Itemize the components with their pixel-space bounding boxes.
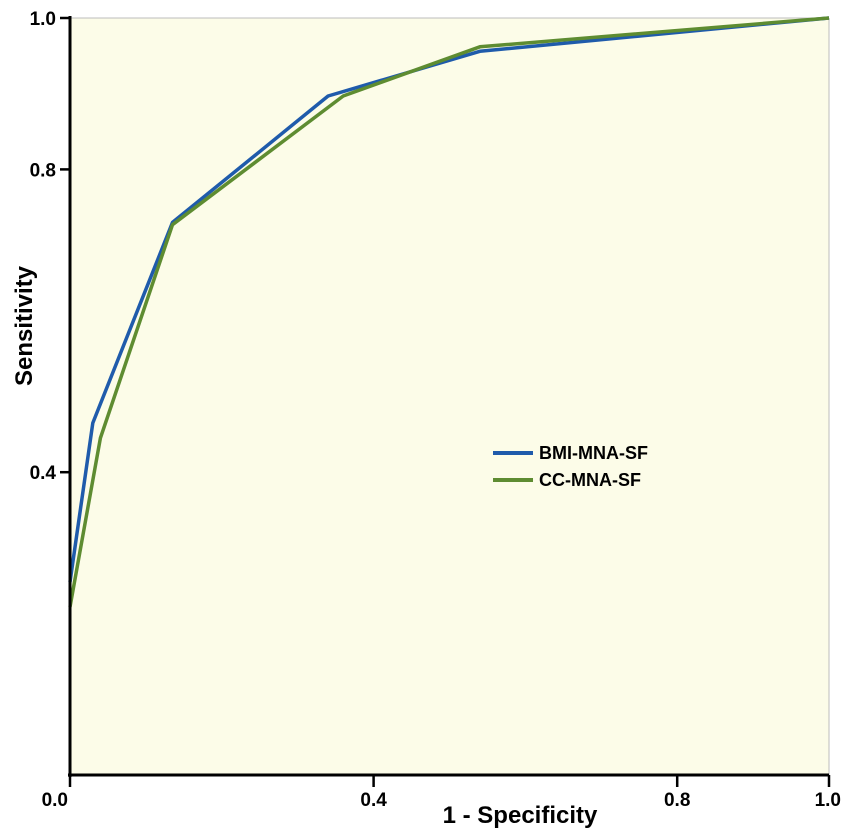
y-tick-label: 0.8: [30, 160, 56, 181]
series-layer: [68, 16, 830, 608]
legend-label: BMI-MNA-SF: [539, 443, 648, 463]
plot-background: [70, 18, 829, 775]
y-axis-title: Sensitivity: [11, 265, 38, 386]
x-tick-label: 1.0: [815, 790, 841, 811]
series-line-bmi-mna-sf: [68, 16, 830, 583]
x-tick-label: 0.0: [42, 790, 68, 811]
x-axis-title: 1 - Specificity: [443, 802, 598, 828]
x-tick-label: 0.8: [664, 790, 690, 811]
legend-label: CC-MNA-SF: [539, 470, 641, 490]
y-tick-label: 0.4: [30, 463, 57, 484]
y-tick-label: 1.0: [30, 9, 56, 30]
legend: BMI-MNA-SF CC-MNA-SF: [493, 443, 648, 490]
x-tick-label: 0.4: [360, 790, 387, 811]
series-line-cc-mna-sf: [68, 16, 830, 608]
ticks-layer: 0.4 0.8 1.0 0.0 0.4 0.8 1.0: [30, 9, 841, 811]
